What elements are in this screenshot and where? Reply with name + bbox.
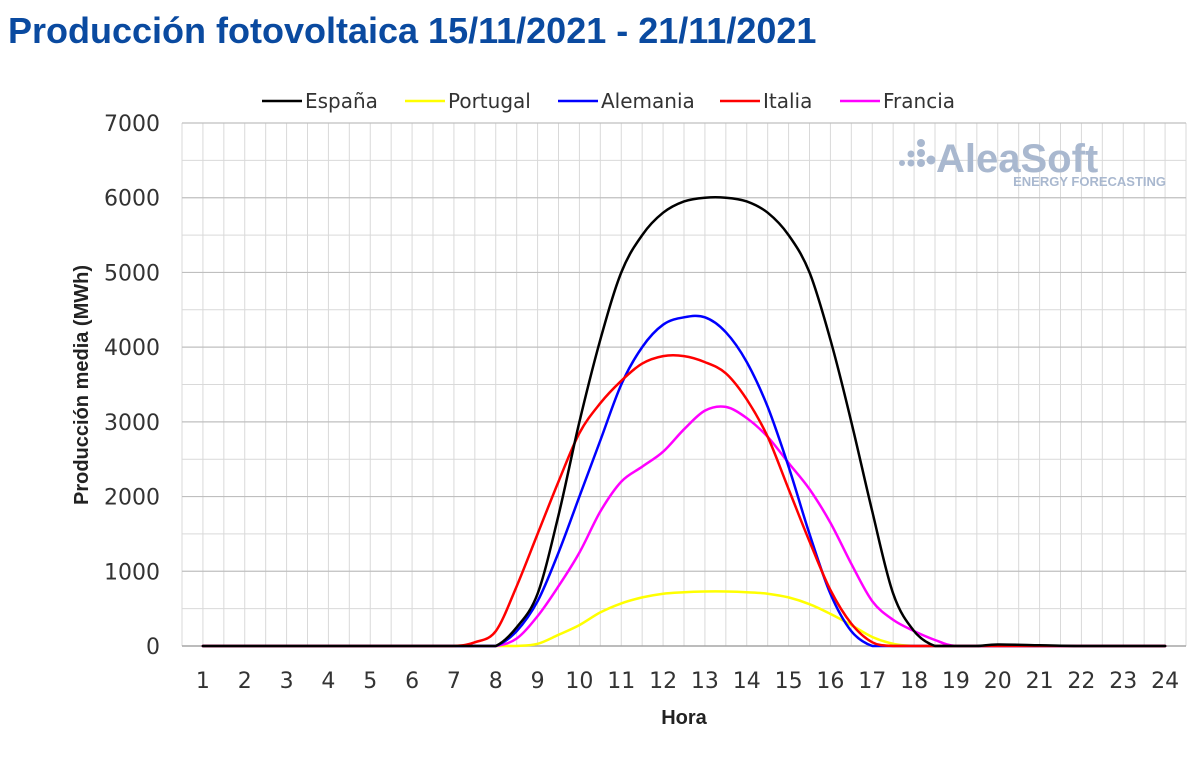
series-line-espana: [201, 196, 1167, 648]
x-tick-label: 7: [447, 669, 461, 694]
x-tick-label: 1: [196, 669, 210, 694]
page-title: Producción fotovoltaica 15/11/2021 - 21/…: [8, 10, 817, 51]
x-tick-label: 13: [691, 669, 719, 694]
x-tick-label: 3: [280, 669, 294, 694]
y-tick-label: 0: [146, 635, 160, 660]
legend-label: España: [305, 89, 378, 113]
series-lines: [201, 196, 1167, 648]
x-tick-label: 16: [816, 669, 844, 694]
y-tick-label: 3000: [104, 411, 160, 436]
x-tick-label: 18: [900, 669, 928, 694]
x-tick-label: 6: [405, 669, 419, 694]
logo-dots-icon: [899, 139, 936, 167]
y-tick-label: 2000: [104, 486, 160, 511]
x-tick-label: 23: [1109, 669, 1137, 694]
x-tick-label: 24: [1151, 669, 1179, 694]
x-tick-label: 11: [607, 669, 635, 694]
x-tick-label: 15: [775, 669, 803, 694]
legend-label: Francia: [883, 89, 955, 113]
logo-name: AleaSoft: [936, 137, 1098, 181]
y-tick-label: 4000: [104, 336, 160, 361]
x-tick-label: 21: [1026, 669, 1054, 694]
legend-label: Portugal: [448, 89, 531, 113]
legend-label: Alemania: [601, 89, 695, 113]
grid: [181, 122, 1187, 647]
y-tick-label: 1000: [104, 560, 160, 585]
legend: España Portugal Alemania Italia Francia: [262, 89, 955, 113]
x-axis-label: Hora: [661, 707, 707, 729]
logo-tagline: ENERGY FORECASTING: [1013, 174, 1166, 189]
x-tick-label: 4: [321, 669, 335, 694]
x-tick-label: 8: [489, 669, 503, 694]
x-tick-label: 10: [565, 669, 593, 694]
y-tick-label: 6000: [104, 187, 160, 212]
x-tick-label: 17: [858, 669, 886, 694]
x-tick-label: 14: [733, 669, 761, 694]
aleasoft-logo: AleaSoft ENERGY FORECASTING: [899, 137, 1166, 189]
x-tick-label: 20: [984, 669, 1012, 694]
y-tick-label: 7000: [104, 112, 160, 137]
x-tick-label: 2: [238, 669, 252, 694]
x-tick-label: 12: [649, 669, 677, 694]
x-tick-label: 9: [531, 669, 545, 694]
y-axis-label: Producción media (MWh): [71, 265, 93, 505]
x-tick-label: 5: [363, 669, 377, 694]
y-tick-label: 5000: [104, 261, 160, 286]
x-tick-label: 22: [1067, 669, 1095, 694]
legend-label: Italia: [763, 89, 812, 113]
x-tick-label: 19: [942, 669, 970, 694]
